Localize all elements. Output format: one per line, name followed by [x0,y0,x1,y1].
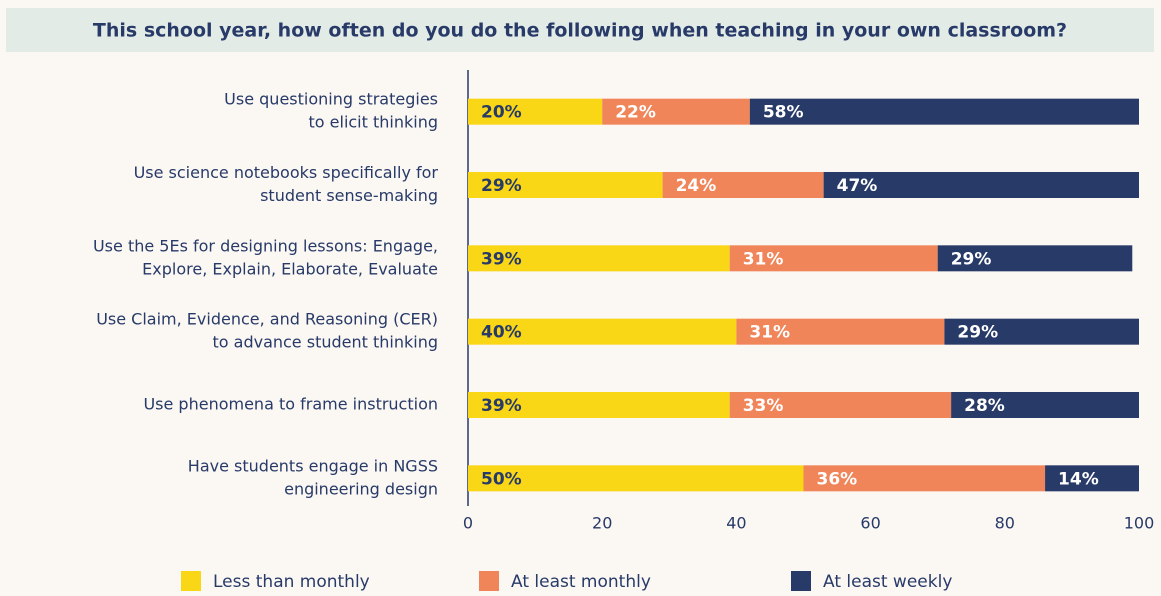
data-label: 58% [763,103,804,123]
category-label: engineering design [284,479,438,498]
data-label: 50% [481,469,522,489]
x-tick-label: 100 [1124,514,1155,533]
data-label: 28% [964,396,1005,416]
x-tick-label: 20 [592,514,612,533]
category-label: Use the 5Es for designing lessons: Engag… [93,236,438,255]
bar-segment [823,172,1139,198]
data-label: 22% [615,103,656,123]
x-tick-label: 40 [726,514,746,533]
data-label: 40% [481,323,522,343]
data-label: 47% [837,176,878,196]
category-label: Use science notebooks specifically for [134,163,439,182]
bar-segment [729,245,938,272]
bar-segment [468,98,603,125]
bar-segment [736,318,945,345]
category-label: Have students engage in NGSS [188,456,438,475]
bar-segment [602,98,750,125]
category-label: Explore, Explain, Elaborate, Evaluate [142,259,438,278]
x-tick-label: 60 [860,514,880,533]
category-label: to advance student thinking [212,333,438,352]
legend-swatch [791,571,811,591]
category-label: Use questioning strategies [224,90,438,109]
data-label: 29% [481,176,522,196]
bar-segment [944,318,1139,345]
data-label: 31% [749,323,790,343]
bar-segment [468,465,804,492]
data-label: 29% [951,249,992,269]
legend-label: At least weekly [823,572,952,592]
x-tick-label: 80 [995,514,1015,533]
bar-segment [749,98,1139,125]
category-label: Use phenomena to frame instruction [143,395,438,414]
chart-title: This school year, how often do you do th… [93,20,1067,42]
data-label: 20% [481,103,522,123]
category-label: Use Claim, Evidence, and Reasoning (CER) [96,310,438,329]
data-label: 33% [743,396,784,416]
title-band [6,8,1154,52]
data-label: 31% [743,249,784,269]
legend-swatch [479,571,499,591]
bar-segment [1045,465,1139,492]
data-label: 36% [817,469,858,489]
data-label: 24% [676,176,717,196]
data-label: 39% [481,396,522,416]
x-tick-label: 0 [463,514,473,533]
data-label: 14% [1058,469,1099,489]
bar-segment [468,318,737,345]
data-label: 29% [957,323,998,343]
category-label: to elicit thinking [309,113,439,132]
legend-swatch [181,571,201,591]
bar-segment [951,392,1139,418]
bar-segment [468,245,730,272]
bar-segment [803,465,1046,492]
bar-segment [937,245,1133,272]
legend-label: Less than monthly [213,572,370,592]
category-label: student sense-making [260,186,438,205]
bar-segment [468,392,730,418]
bar-segment [468,172,663,198]
legend-label: At least monthly [511,572,651,592]
bar-segment [729,392,952,418]
data-label: 39% [481,249,522,269]
bar-segment [662,172,824,198]
